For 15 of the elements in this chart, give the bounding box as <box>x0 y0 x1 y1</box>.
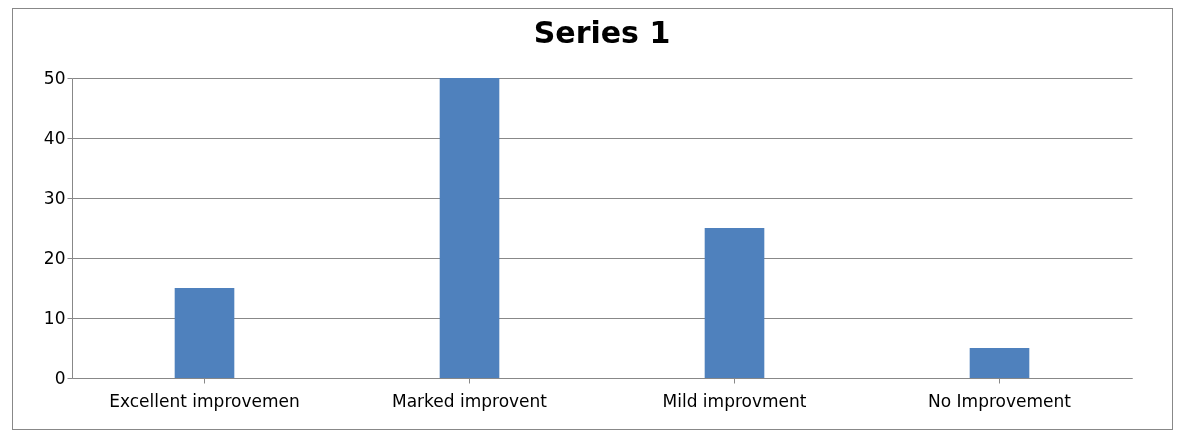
bar <box>969 348 1030 378</box>
chart-title: Series 1 <box>533 15 671 50</box>
bar <box>439 78 500 378</box>
bar <box>174 288 235 378</box>
x-tick-label: Excellent improvemen <box>109 390 300 411</box>
x-tick-label: Mild improvment <box>662 390 807 411</box>
x-tick-label: No Improvement <box>928 390 1072 411</box>
y-tick-label: 50 <box>43 67 66 88</box>
x-tick-label: Marked improvent <box>391 390 548 411</box>
y-tick-label: 40 <box>43 127 66 148</box>
y-tick-label: 10 <box>43 307 66 328</box>
y-tick-label: 30 <box>43 187 66 208</box>
y-tick-label: 0 <box>54 367 66 388</box>
y-tick-label: 20 <box>43 247 66 268</box>
bar <box>704 228 765 378</box>
